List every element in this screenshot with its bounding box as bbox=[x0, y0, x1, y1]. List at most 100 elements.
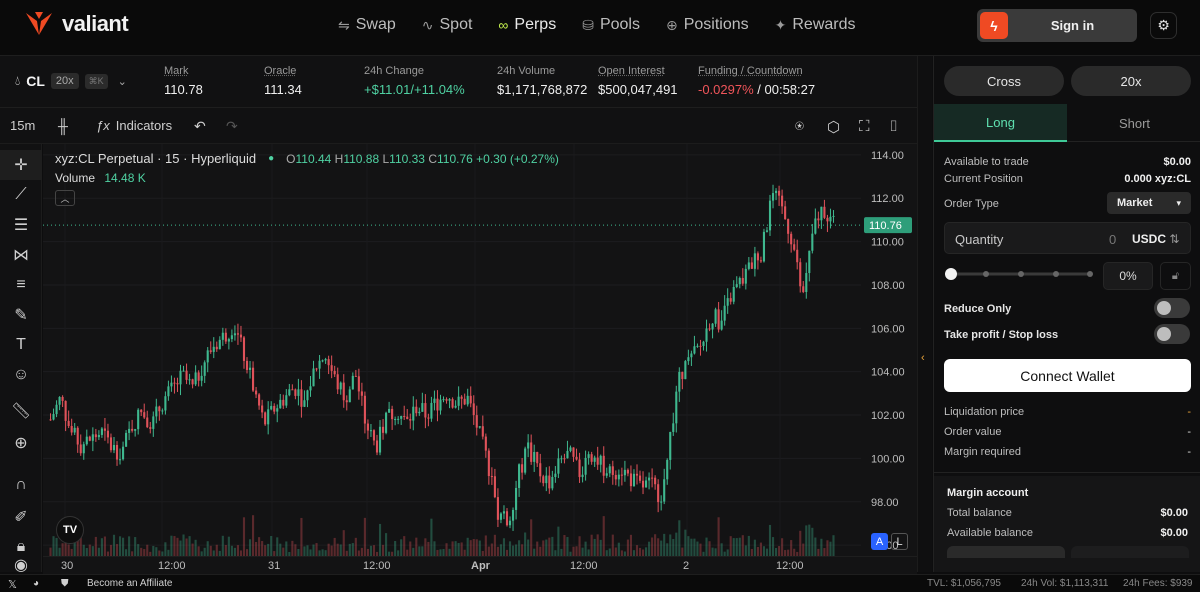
y-tick-label: 98.00 bbox=[871, 497, 899, 509]
reduce-only-toggle[interactable] bbox=[1154, 298, 1190, 318]
redo-icon[interactable]: ↷ bbox=[226, 118, 238, 134]
liquidation-row: Liquidation price - bbox=[944, 406, 1191, 418]
magnet-tool-icon[interactable]: ∩ bbox=[15, 476, 27, 493]
pattern-tool-icon[interactable]: ⋈ bbox=[13, 247, 29, 264]
undo-icon[interactable]: ↶ bbox=[194, 118, 206, 134]
volume-bar bbox=[206, 541, 209, 556]
candle-body bbox=[741, 278, 744, 284]
discord-icon[interactable]: ◕ bbox=[33, 578, 40, 589]
volume-bar bbox=[227, 536, 230, 556]
tab-long[interactable]: Long bbox=[934, 104, 1067, 142]
volume-bar bbox=[394, 541, 397, 556]
status-bar: 𝕏 ◕ ⛊ Become an Affiliate TVL: $1,056,79… bbox=[0, 574, 1200, 592]
emoji-tool-icon[interactable]: ☺ bbox=[12, 366, 30, 383]
chevron-down-icon: ▾ bbox=[1176, 197, 1181, 208]
candle-body bbox=[584, 457, 587, 475]
row-value: 0.000 xyz:CL bbox=[1124, 173, 1191, 185]
auto-scale-button[interactable]: A bbox=[871, 533, 888, 550]
deposit-button[interactable] bbox=[947, 546, 1065, 558]
volume-bar bbox=[442, 549, 445, 556]
search-zoom-icon[interactable]: ⍟ bbox=[795, 118, 805, 135]
candle-body bbox=[774, 190, 778, 194]
candle-body bbox=[378, 426, 382, 453]
tradingview-logo[interactable]: TV bbox=[56, 516, 84, 544]
volume-bar bbox=[684, 529, 687, 556]
nav-pools[interactable]: ⛁ Pools bbox=[582, 16, 640, 34]
candle-body bbox=[678, 371, 681, 392]
candle-body bbox=[781, 195, 784, 207]
candle-body bbox=[463, 398, 466, 405]
volume-bar bbox=[527, 539, 530, 556]
zoom-in-tool-icon[interactable]: ⊕ bbox=[14, 435, 28, 452]
volume-bar bbox=[122, 537, 125, 556]
ohlc-close: 110.76 bbox=[437, 151, 473, 166]
row-value: $0.00 bbox=[1163, 156, 1191, 168]
sign-in-label: Sign in bbox=[1050, 18, 1095, 33]
candle-body bbox=[539, 463, 542, 477]
brand-logo[interactable]: valiant bbox=[24, 11, 129, 37]
lock-button[interactable]: 🔓︎ bbox=[1160, 262, 1191, 290]
volume-bar bbox=[64, 531, 67, 556]
volume-bar bbox=[768, 524, 772, 556]
text-tool-icon[interactable]: T bbox=[16, 336, 26, 353]
pencil-lock-tool-icon[interactable]: ✐ bbox=[14, 509, 28, 526]
settings-hex-icon[interactable]: ⬡ bbox=[827, 119, 841, 136]
quantity-input[interactable]: Quantity 0 USDC ⇅ bbox=[944, 222, 1191, 254]
connect-wallet-button[interactable]: Connect Wallet bbox=[944, 359, 1191, 392]
fullscreen-icon[interactable]: ⛶ bbox=[859, 118, 870, 135]
settings-button[interactable]: ⚙ bbox=[1150, 12, 1177, 39]
ruler-tool-icon[interactable]: 📏︎ bbox=[10, 403, 32, 420]
nav-spot[interactable]: ∿ Spot bbox=[422, 16, 473, 34]
size-percent-input[interactable]: 0% bbox=[1103, 262, 1153, 290]
stat-value: 111.34 bbox=[264, 82, 302, 97]
nav-rewards[interactable]: ✦ Rewards bbox=[775, 16, 856, 34]
volume-bar bbox=[696, 541, 699, 556]
nav-swap[interactable]: ⇋ Swap bbox=[338, 16, 396, 34]
interval-selector[interactable]: 15m bbox=[10, 118, 36, 133]
volume-bar bbox=[765, 548, 769, 556]
nav-perps[interactable]: ∞ Perps bbox=[498, 16, 556, 34]
candle-body bbox=[345, 400, 348, 403]
collapse-legend-button[interactable]: ︿ bbox=[55, 190, 75, 206]
indicators-button[interactable]: ƒx Indicators bbox=[96, 118, 172, 133]
candle-body bbox=[333, 370, 336, 375]
horizontal-lines-tool-icon[interactable]: ☰ bbox=[13, 217, 29, 234]
nav-positions[interactable]: ⊕ Positions bbox=[666, 16, 749, 34]
currency-toggle[interactable]: USDC ⇅ bbox=[1132, 232, 1179, 246]
candle-body bbox=[191, 379, 194, 385]
lock-tool-icon[interactable]: 🔒︎ bbox=[16, 538, 26, 555]
market-selector[interactable]: 💧︎ CL 20x ⌘K ⌄ bbox=[15, 73, 127, 89]
trendline-tool-icon[interactable]: ⟋ bbox=[15, 186, 27, 203]
candle-body bbox=[197, 372, 200, 381]
volume-bar bbox=[176, 537, 179, 556]
pools-icon: ⛁ bbox=[582, 16, 594, 33]
price-chart[interactable]: 114.00 112.00 110.00 108.00 106.00 104.00 102.… bbox=[43, 144, 917, 572]
volume-bar bbox=[626, 539, 629, 556]
withdraw-button[interactable] bbox=[1071, 546, 1189, 558]
affiliate-link[interactable]: Become an Affiliate bbox=[87, 578, 173, 589]
panel-collapse-strip[interactable]: ‹ bbox=[917, 56, 932, 572]
candle-body bbox=[439, 399, 442, 411]
margin-title: Margin account bbox=[947, 487, 1029, 499]
order-type-select[interactable]: Market ▾ bbox=[1107, 192, 1191, 214]
camera-icon[interactable]: ⌷ bbox=[889, 118, 899, 135]
candle-body bbox=[381, 426, 385, 433]
sign-in-button[interactable]: ϟ Sign in bbox=[977, 9, 1137, 42]
fib-tool-icon[interactable]: ≡ bbox=[16, 276, 26, 293]
leverage-button[interactable]: 20x bbox=[1071, 66, 1191, 96]
log-scale-button[interactable]: L bbox=[891, 533, 908, 550]
margin-mode-button[interactable]: Cross bbox=[944, 66, 1064, 96]
volume-bar bbox=[70, 548, 73, 556]
candle-body bbox=[605, 473, 608, 476]
candle-body bbox=[832, 215, 835, 217]
x-social-icon[interactable]: 𝕏 bbox=[8, 579, 17, 591]
eye-tool-icon[interactable]: ◉ bbox=[14, 558, 28, 572]
candle-type-icon[interactable]: ╫ bbox=[58, 118, 68, 134]
tab-short[interactable]: Short bbox=[1118, 115, 1151, 131]
crosshair-tool-icon[interactable]: ✛ bbox=[0, 150, 42, 180]
candle-body bbox=[502, 511, 506, 514]
size-slider[interactable] bbox=[944, 264, 1094, 284]
brush-tool-icon[interactable]: ✎ bbox=[14, 307, 28, 324]
candle-body bbox=[100, 428, 103, 435]
tpsl-toggle[interactable] bbox=[1154, 324, 1190, 344]
